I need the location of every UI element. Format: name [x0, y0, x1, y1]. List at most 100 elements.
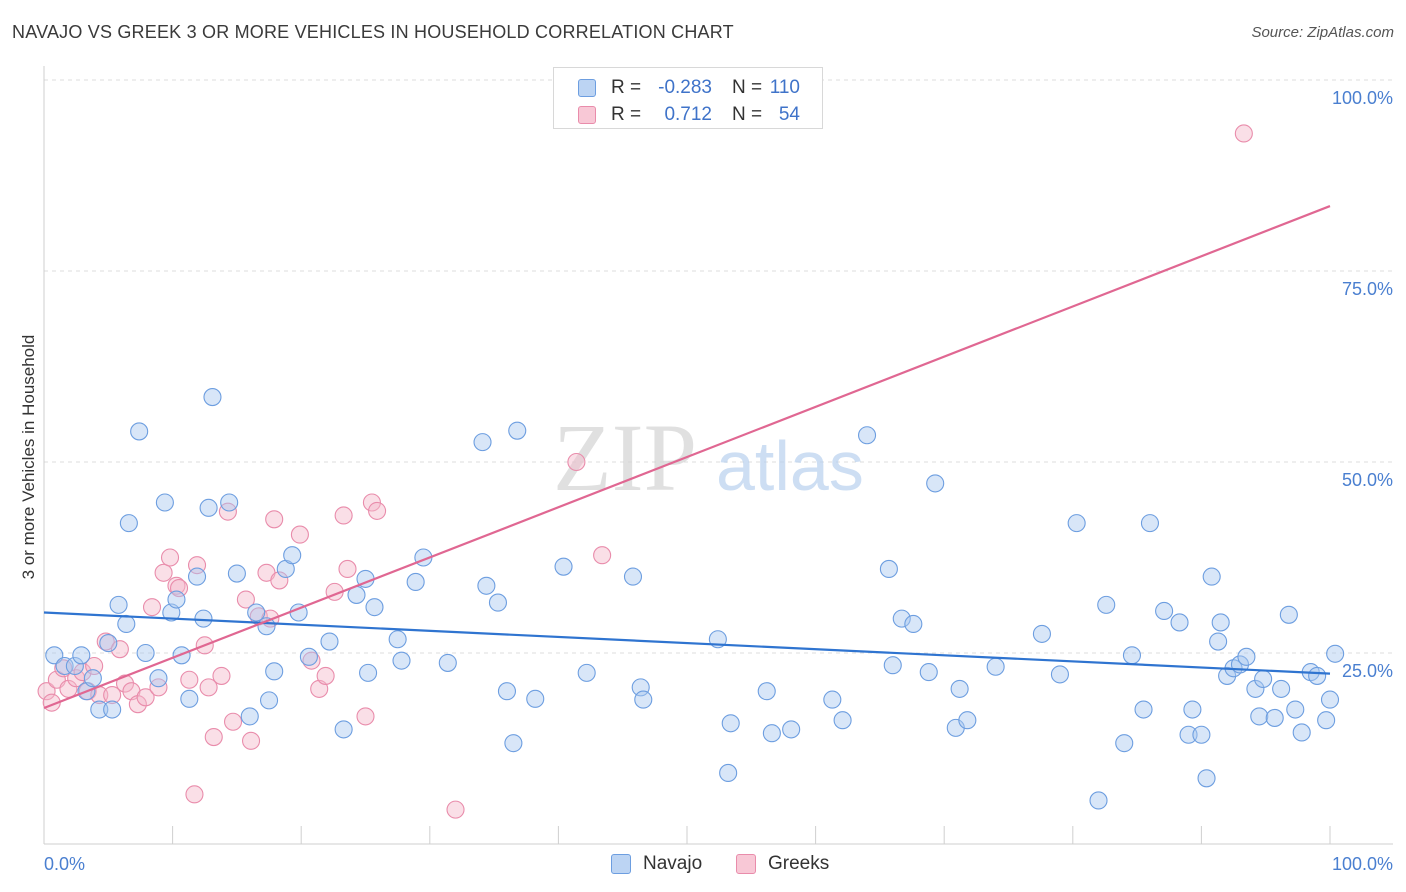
greeks-point	[241, 731, 261, 750]
navajo-point	[1122, 646, 1142, 665]
navajo-point	[634, 690, 653, 709]
greeks-point	[149, 678, 168, 697]
greeks-point	[154, 563, 173, 582]
greeks-series	[37, 124, 1253, 819]
navajo-point	[1279, 605, 1298, 624]
navajo-point	[1197, 769, 1216, 788]
navajo-point	[99, 634, 118, 653]
navajo-point	[103, 700, 122, 719]
navajo-point	[473, 433, 492, 452]
greeks-point	[316, 666, 335, 685]
navajo-point	[477, 576, 496, 595]
greeks-point	[110, 640, 129, 659]
navajo-point	[1050, 665, 1069, 684]
series-legend: Navajo Greeks	[0, 852, 1406, 878]
y-tick-label: 25.0%	[1342, 661, 1393, 681]
navajo-point	[904, 614, 923, 634]
navajo-point	[1246, 679, 1265, 698]
navajo-point	[1192, 725, 1211, 744]
grid-lines	[44, 79, 1393, 654]
navajo-point	[1265, 708, 1284, 727]
navajo-point	[554, 557, 573, 576]
legend-r-value-navajo: -0.283	[658, 77, 712, 98]
navajo-point	[1202, 567, 1221, 586]
navajo-point	[526, 689, 545, 708]
navajo-point	[504, 734, 523, 753]
navajo-point	[187, 567, 207, 586]
navajo-point	[719, 763, 738, 782]
navajo-point	[334, 720, 353, 739]
greeks-swatch	[578, 106, 596, 124]
legend-n-value-greeks: 54	[778, 104, 800, 125]
navajo-point	[194, 609, 213, 628]
axes	[43, 66, 1393, 845]
trend-lines	[43, 205, 1331, 710]
greeks-point	[199, 678, 218, 697]
navajo-point	[1089, 791, 1108, 810]
greeks-point	[270, 571, 289, 590]
greeks-point	[142, 598, 162, 617]
greeks-point	[180, 670, 199, 689]
greeks-point	[160, 548, 180, 567]
legend-row-greeks: R = 0.712 N = 54	[554, 101, 822, 129]
legend-r-label: R =	[611, 77, 642, 98]
navajo-point	[1308, 666, 1327, 685]
navajo-point	[1155, 601, 1174, 621]
navajo-point	[1254, 669, 1273, 689]
navajo-point	[406, 572, 425, 591]
tick-labels: 25.0% 50.0% 75.0% 100.0% 0.0% 100.0%	[44, 88, 1393, 874]
greeks-point	[128, 695, 147, 714]
greeks-point	[338, 559, 357, 579]
navajo-trend-line	[43, 611, 1331, 675]
y-axis-title: 3 or more Vehicles in Household	[19, 335, 38, 580]
navajo-point	[247, 603, 266, 622]
navajo-point	[883, 656, 902, 675]
greeks-point	[115, 674, 135, 693]
chart-source: Source: ZipAtlas.com	[1251, 24, 1394, 41]
navajo-point	[320, 632, 339, 651]
navajo-point	[986, 657, 1005, 676]
navajo-point	[757, 682, 776, 701]
greeks-point	[567, 452, 586, 472]
navajo-point	[392, 651, 411, 670]
greeks-point	[103, 685, 122, 705]
greeks-point	[446, 800, 465, 819]
navajo-point	[299, 647, 318, 666]
navajo-point	[167, 590, 186, 609]
navajo-point	[109, 595, 128, 614]
navajo-legend-label: Navajo	[643, 853, 703, 874]
navajo-point	[72, 646, 91, 665]
navajo-point	[497, 682, 517, 701]
greeks-point	[290, 525, 309, 544]
greeks-point	[223, 712, 243, 731]
navajo-point	[488, 593, 508, 612]
navajo-point	[823, 690, 842, 709]
navajo-point	[1317, 711, 1336, 730]
greeks-point	[218, 502, 237, 521]
greeks-point	[136, 688, 155, 707]
navajo-point	[762, 724, 781, 743]
greeks-point	[236, 590, 255, 609]
legend-row-navajo: R = -0.283 N = 110	[554, 74, 822, 102]
y-tick-label: 50.0%	[1342, 470, 1393, 490]
watermark-zip: ZIP	[553, 404, 697, 511]
navajo-point	[136, 643, 155, 663]
navajo-point	[1115, 734, 1134, 753]
navajo-point	[90, 700, 109, 719]
navajo-point	[1209, 632, 1228, 651]
x-tick-label-right: 100.0%	[1332, 854, 1393, 874]
navajo-point	[1211, 613, 1230, 632]
navajo-point	[1140, 514, 1160, 533]
navajo-point	[265, 662, 284, 681]
navajo-point	[119, 514, 138, 533]
navajo-point	[180, 689, 199, 708]
greeks-point	[265, 510, 284, 529]
navajo-point	[1326, 644, 1345, 663]
legend-r-label: R =	[611, 104, 642, 125]
greeks-legend-label: Greeks	[768, 853, 830, 874]
navajo-point	[958, 711, 977, 730]
navajo-point	[199, 498, 218, 517]
greeks-point	[1234, 124, 1253, 143]
greeks-point	[212, 666, 231, 685]
navajo-point	[149, 669, 168, 688]
